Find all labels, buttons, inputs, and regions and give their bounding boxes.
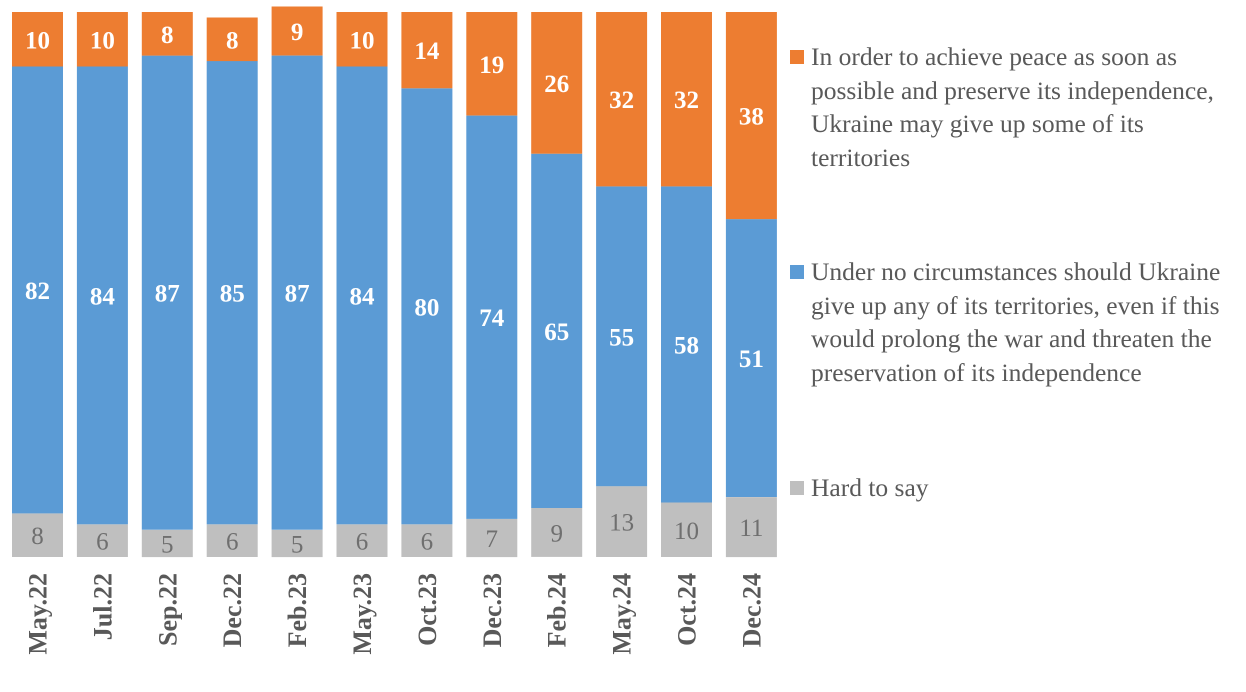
bar-segment-yes-sep-22 [141,12,193,56]
data-label-yes-dec-24: 38 [739,104,764,131]
category-label-dec-24: Dec.24 [737,573,766,647]
data-label-no-may-24: 55 [609,324,634,351]
data-label-hard-jul-22: 6 [96,529,109,556]
data-label-hard-feb-24: 9 [550,521,563,548]
bar-segment-yes-feb-23 [271,6,323,56]
data-label-yes-dec-22: 8 [226,27,239,54]
bar-segment-yes-oct-24 [661,12,712,187]
data-label-no-dec-24: 51 [739,346,764,373]
bar-segment-hard-dec-24 [725,497,777,558]
category-label-dec-23: Dec.23 [478,573,507,647]
data-label-hard-dec-22: 6 [226,529,239,556]
category-labels-group: May.22 Jul.22 Sep.22 Dec.22 Feb.23 May.23 Oct.… [24,573,767,655]
bar-segment-hard-dec-23 [466,518,518,558]
bar-segment-hard-jul-22 [76,524,128,557]
bar-segment-yes-dec-22 [206,17,258,62]
bars-group [12,6,777,558]
data-label-hard-dec-23: 7 [486,526,499,553]
data-label-yes-feb-24: 26 [544,71,569,98]
bar-segment-hard-oct-23 [401,524,453,557]
legend-label-no-concessions: Under no circumstances should Ukraine gi… [811,257,1221,387]
category-label-may-24: May.24 [608,573,637,655]
category-label-oct-24: Oct.24 [673,573,702,646]
data-label-no-may-23: 84 [350,283,376,310]
data-label-no-oct-24: 58 [674,333,699,360]
data-label-hard-sep-22: 5 [161,531,174,558]
bar-segment-no-may-23 [336,66,388,525]
legend-label-hard-to-say: Hard to say [811,473,929,502]
bar-segment-yes-dec-24 [725,12,777,220]
legend-item-peace: In order to achieve peace as soon as pos… [790,40,1240,174]
bar-segment-no-may-22 [12,66,63,514]
bar-segment-hard-dec-22 [206,524,258,557]
bar-segment-no-may-24 [596,186,648,487]
bar-segment-hard-sep-22 [141,529,193,558]
bar-segment-no-oct-24 [661,186,712,503]
legend-item-no-concessions: Under no circumstances should Ukraine gi… [790,255,1240,389]
bar-segment-yes-dec-23 [466,12,518,116]
bar-segment-hard-may-23 [336,524,388,557]
data-label-no-feb-23: 87 [285,281,310,308]
bar-segment-no-feb-23 [271,55,323,530]
category-label-may-23: May.23 [348,573,377,655]
data-label-no-dec-23: 74 [479,305,505,332]
bar-segment-no-oct-23 [401,88,453,525]
category-label-jul-22: Jul.22 [88,573,117,640]
data-label-no-jul-22: 84 [90,283,116,310]
bar-segment-yes-jul-22 [76,12,128,67]
data-label-yes-may-24: 32 [609,87,634,114]
bar-segment-yes-may-24 [596,12,648,187]
legend-swatch-orange [790,50,804,64]
data-label-no-may-22: 82 [25,278,50,305]
data-labels-group: 8821068410587868585879684106801477419965… [25,19,764,558]
data-label-hard-oct-23: 6 [421,529,434,556]
category-label-sep-22: Sep.22 [153,573,182,646]
legend-label-peace: In order to achieve peace as soon as pos… [811,42,1214,172]
category-label-feb-23: Feb.23 [283,573,312,647]
bar-segment-no-feb-24 [531,153,583,508]
bar-segment-hard-feb-23 [271,529,323,558]
data-label-yes-jul-22: 10 [90,27,115,54]
data-label-no-sep-22: 87 [155,281,180,308]
data-label-yes-oct-24: 32 [674,87,699,114]
data-label-hard-feb-23: 5 [291,531,304,558]
bar-segment-no-dec-22 [206,61,258,525]
bar-segment-hard-oct-24 [661,502,712,557]
data-label-no-feb-24: 65 [544,319,569,346]
bar-segment-yes-oct-23 [401,12,453,89]
data-label-hard-oct-24: 10 [674,518,699,545]
data-label-no-dec-22: 85 [220,281,245,308]
legend-item-hard-to-say: Hard to say [790,471,1240,505]
data-label-yes-sep-22: 8 [161,22,174,49]
category-label-oct-23: Oct.23 [413,573,442,646]
bar-segment-hard-feb-24 [531,507,583,557]
legend-swatch-gray [790,481,804,495]
bar-segment-no-jul-22 [76,66,128,525]
data-label-hard-may-23: 6 [356,529,369,556]
category-label-feb-24: Feb.24 [543,573,572,647]
bar-segment-no-sep-22 [141,55,193,530]
data-label-yes-oct-23: 14 [414,38,440,65]
data-label-yes-dec-23: 19 [479,52,504,79]
bar-segment-hard-may-22 [12,513,63,557]
bar-segment-yes-may-23 [336,12,388,67]
data-label-yes-feb-23: 9 [291,19,304,46]
data-label-yes-may-23: 10 [350,27,375,54]
category-label-may-22: May.22 [24,573,53,655]
bar-segment-yes-may-22 [12,12,63,67]
data-label-no-oct-23: 80 [414,294,439,321]
data-label-yes-may-22: 10 [25,27,50,54]
data-label-hard-dec-24: 11 [739,515,763,542]
stacked-bar-chart: 8821068410587868585879684106801477419965… [12,6,777,655]
bar-segment-yes-feb-24 [531,12,583,154]
data-label-hard-may-22: 8 [31,523,44,550]
bar-segment-hard-may-24 [596,486,648,557]
legend-swatch-blue [790,265,804,279]
data-label-hard-may-24: 13 [609,510,634,537]
bar-segment-no-dec-24 [725,219,777,497]
bar-segment-no-dec-23 [466,115,518,519]
category-label-dec-22: Dec.22 [218,573,247,647]
